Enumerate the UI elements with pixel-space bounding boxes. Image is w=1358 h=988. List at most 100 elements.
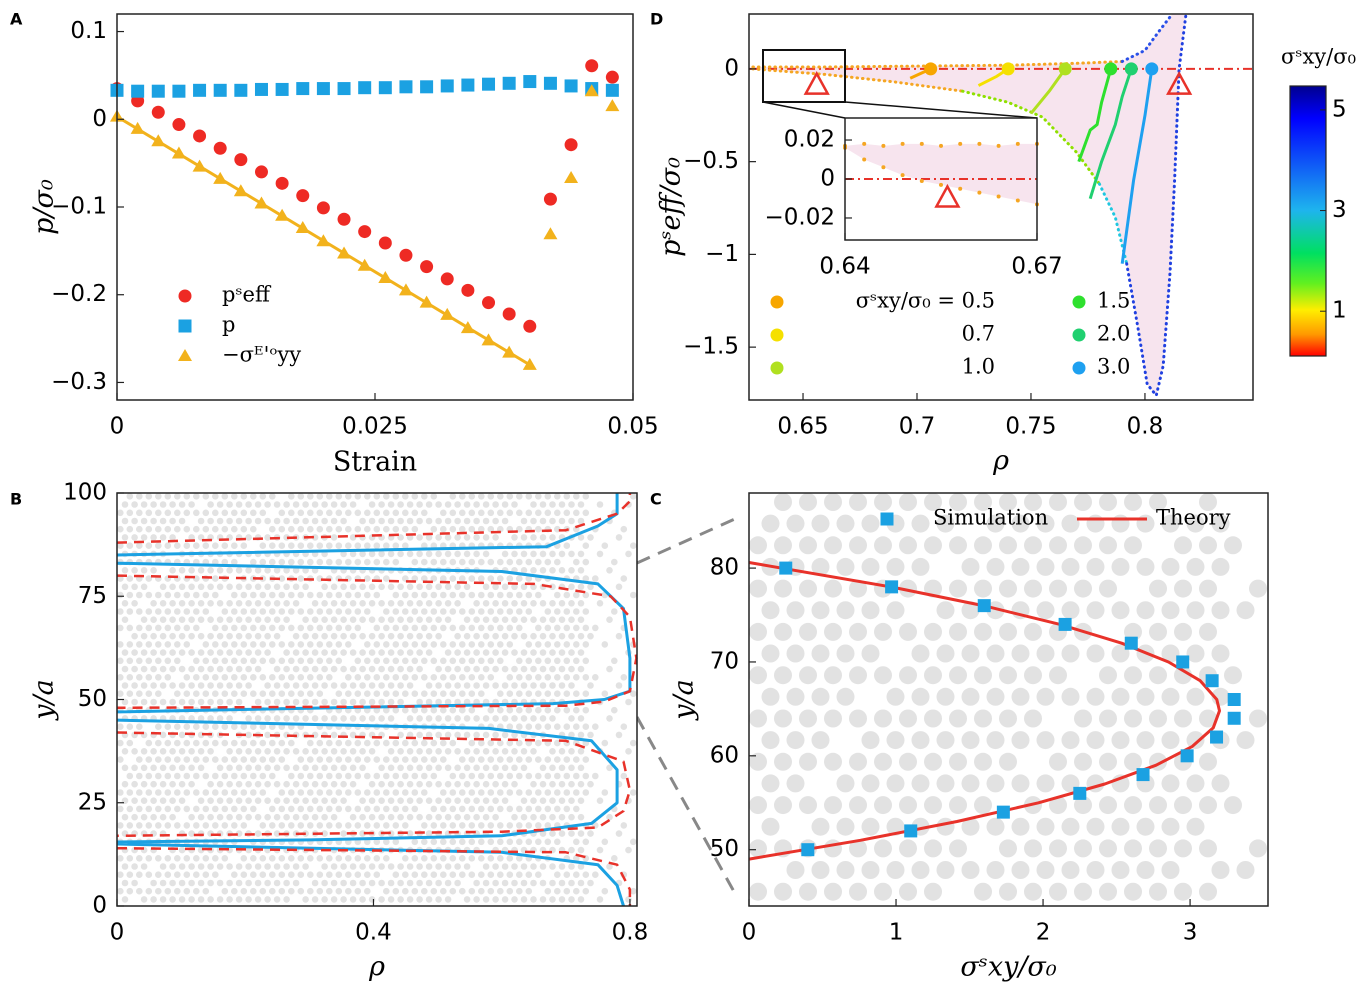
- particle: [279, 641, 286, 648]
- particle: [602, 542, 609, 549]
- particle: [236, 633, 243, 640]
- particle: [217, 765, 224, 772]
- particle: [127, 888, 134, 895]
- particle: [364, 658, 371, 665]
- y-axis-label: y/a: [669, 679, 700, 720]
- particle: [359, 765, 366, 772]
- particle: [359, 880, 366, 887]
- particle: [355, 855, 362, 862]
- particle: [250, 493, 257, 500]
- particle: [412, 592, 419, 599]
- particle: [312, 616, 319, 623]
- particle: [492, 666, 499, 673]
- particle: [179, 567, 186, 574]
- particle: [578, 847, 585, 854]
- particle: [345, 690, 352, 697]
- particle: [749, 536, 767, 554]
- particle: [488, 575, 495, 582]
- particle: [554, 641, 561, 648]
- particle: [298, 625, 305, 632]
- particle: [464, 814, 471, 821]
- particle: [355, 888, 362, 895]
- particle: [445, 534, 452, 541]
- y-tick-label: 0.1: [70, 18, 107, 44]
- particle: [974, 883, 992, 901]
- particle: [488, 888, 495, 895]
- particle: [374, 806, 381, 813]
- particle: [146, 542, 153, 549]
- particle: [393, 658, 400, 665]
- particle: [412, 526, 419, 533]
- particle: [383, 658, 390, 665]
- particle: [530, 633, 537, 640]
- particle: [431, 608, 438, 615]
- particle: [549, 534, 556, 541]
- particle: [421, 773, 428, 780]
- point: [977, 191, 981, 195]
- particle: [336, 789, 343, 796]
- particle: [459, 690, 466, 697]
- particle: [464, 518, 471, 525]
- particle: [421, 641, 428, 648]
- particle: [450, 822, 457, 829]
- particle: [469, 871, 476, 878]
- particle: [440, 592, 447, 599]
- particle: [568, 896, 575, 903]
- particle: [521, 649, 528, 656]
- particle: [407, 765, 414, 772]
- particle: [899, 666, 917, 684]
- particle: [473, 551, 480, 558]
- particle: [141, 534, 148, 541]
- particle: [155, 855, 162, 862]
- particle: [321, 616, 328, 623]
- particle: [307, 773, 314, 780]
- particle: [222, 822, 229, 829]
- particle: [1124, 796, 1142, 814]
- particle: [521, 633, 528, 640]
- particle: [469, 888, 476, 895]
- particle: [203, 723, 210, 730]
- particle: [606, 715, 613, 722]
- particle: [559, 797, 566, 804]
- particle: [184, 723, 191, 730]
- particle: [260, 855, 267, 862]
- particle: [378, 584, 385, 591]
- particle: [511, 748, 518, 755]
- particle: [241, 740, 248, 747]
- particle: [393, 674, 400, 681]
- particle: [999, 839, 1017, 857]
- particle: [573, 592, 580, 599]
- particle: [502, 682, 509, 689]
- particle: [321, 765, 328, 772]
- particle: [359, 616, 366, 623]
- particle: [999, 536, 1017, 554]
- particle: [583, 658, 590, 665]
- particle: [749, 580, 767, 598]
- particle: [169, 814, 176, 821]
- particle: [188, 501, 195, 508]
- particle: [388, 584, 395, 591]
- particle: [962, 861, 980, 879]
- particle: [359, 896, 366, 903]
- particle: [787, 688, 805, 706]
- particle: [583, 493, 590, 500]
- particle: [383, 625, 390, 632]
- particle: [321, 682, 328, 689]
- particle: [250, 756, 257, 763]
- particle: [302, 518, 309, 525]
- particle: [1099, 666, 1117, 684]
- particle: [1187, 558, 1205, 576]
- particle: [378, 814, 385, 821]
- particle: [924, 666, 942, 684]
- particle: [1149, 710, 1167, 728]
- particle: [345, 740, 352, 747]
- particle: [131, 880, 138, 887]
- particle: [887, 601, 905, 619]
- particle: [146, 806, 153, 813]
- particle: [416, 616, 423, 623]
- particle: [298, 789, 305, 796]
- particle: [127, 855, 134, 862]
- particle: [1112, 601, 1130, 619]
- x-tick-label: 0: [110, 920, 125, 946]
- particle: [321, 863, 328, 870]
